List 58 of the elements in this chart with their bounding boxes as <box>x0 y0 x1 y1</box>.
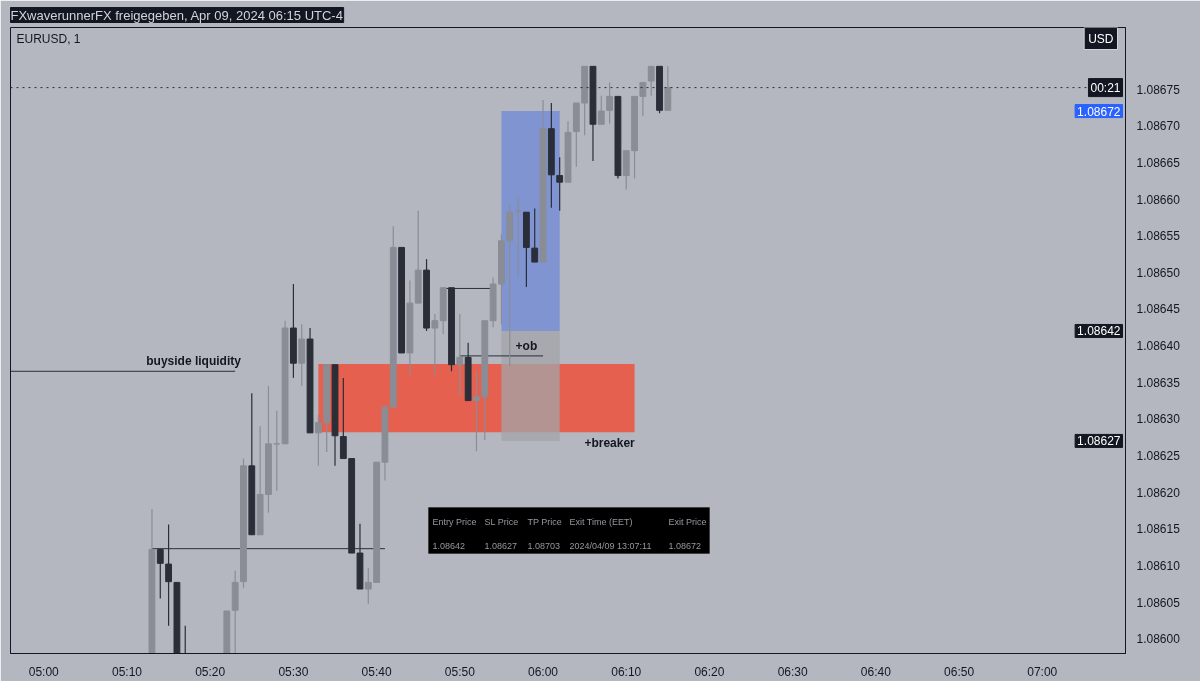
candlestick <box>647 65 655 97</box>
annotation: buyside liquidity <box>146 354 242 369</box>
candlestick <box>664 65 672 111</box>
y-tick-label: 1.08645 <box>1136 302 1181 317</box>
chart-subtitle: FXwaverunnerFX freigegeben, Apr 09, 2024 06:15 UTC-4 <box>10 7 343 23</box>
candlestick <box>273 410 281 492</box>
y-tick-label: 1.08665 <box>1136 155 1181 170</box>
annotation: 1.08627 <box>1077 434 1121 449</box>
x-tick-label: 06:00 <box>528 664 559 679</box>
annotation: 00:21 <box>1090 80 1121 95</box>
x-tick-label: 05:40 <box>361 664 392 679</box>
candlestick <box>606 81 614 125</box>
x-tick-label: 06:10 <box>611 664 642 679</box>
annotation: Exit Time (EET) <box>569 516 633 527</box>
x-tick-label: 05:30 <box>278 664 309 679</box>
y-tick-label: 1.08615 <box>1136 522 1181 537</box>
x-tick-label: 06:50 <box>944 664 975 679</box>
annotation: Exit Price <box>668 516 707 527</box>
annotation: 1.08642 <box>432 540 466 551</box>
annotation: Entry Price <box>432 516 477 527</box>
candlestick <box>531 207 539 263</box>
y-tick-label: 1.08630 <box>1136 412 1181 427</box>
y-tick-label: 1.08675 <box>1136 82 1181 97</box>
annotation: 1.08642 <box>1077 324 1121 339</box>
y-axis-title: USD <box>1088 31 1114 46</box>
y-tick-label: 1.08600 <box>1136 632 1181 647</box>
annotation: +ob <box>515 338 538 353</box>
annotation: 2024/04/09 13:07:11 <box>569 540 652 551</box>
x-tick-label: 05:50 <box>444 664 476 679</box>
x-tick-label: 06:40 <box>860 664 892 679</box>
y-tick-label: 1.08660 <box>1136 192 1181 207</box>
x-tick-label: 06:30 <box>777 664 809 679</box>
annotation: 1.08672 <box>1077 104 1121 119</box>
annotation: 1.08627 <box>484 540 518 551</box>
annotation: 1.08672 <box>668 540 702 551</box>
candlestick <box>597 95 605 125</box>
x-tick-label: 05:10 <box>111 664 143 679</box>
chart-title: EURUSD, 1 <box>16 31 81 46</box>
y-tick-label: 1.08640 <box>1136 339 1181 354</box>
annotation: TP Price <box>527 516 562 527</box>
y-tick-label: 1.08635 <box>1136 375 1181 390</box>
x-tick-label: 07:00 <box>1027 664 1058 679</box>
y-tick-label: 1.08650 <box>1136 265 1181 280</box>
y-tick-label: 1.08620 <box>1136 485 1181 500</box>
x-tick-label: 06:20 <box>694 664 725 679</box>
y-tick-label: 1.08655 <box>1136 229 1181 244</box>
x-tick-label: 05:20 <box>195 664 226 679</box>
y-tick-label: 1.08610 <box>1136 559 1181 574</box>
y-tick-label: 1.08670 <box>1136 119 1181 134</box>
candlestick <box>431 313 439 376</box>
candlestick <box>456 313 464 397</box>
annotation: SL Price <box>484 516 519 527</box>
annotation: 1.08703 <box>527 540 561 551</box>
y-tick-label: 1.08605 <box>1136 595 1181 610</box>
x-tick-label: 05:00 <box>28 664 60 679</box>
y-tick-label: 1.08625 <box>1136 449 1181 464</box>
annotation: +breaker <box>584 436 636 451</box>
candlestick <box>556 156 564 212</box>
